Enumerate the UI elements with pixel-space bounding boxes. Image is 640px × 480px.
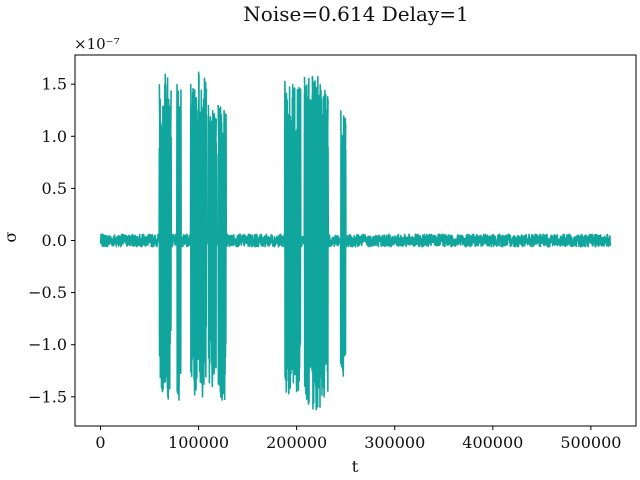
x-tick-label: 400000 [462, 433, 523, 452]
x-tick-label: 100000 [168, 433, 229, 452]
x-axis-label: t [352, 457, 359, 476]
signal-series-line [99, 71, 612, 411]
y-axis-ticks: −1.5 −1.0 −0.5 0.0 0.5 1.0 1.5 [28, 75, 75, 406]
y-axis-label: σ [1, 231, 20, 242]
y-tick-label: 0.5 [42, 179, 67, 198]
y-tick-label: 0.0 [42, 231, 67, 250]
x-tick-label: 500000 [560, 433, 621, 452]
x-axis-ticks: 0 100000 200000 300000 400000 500000 [95, 426, 621, 452]
x-tick-label: 300000 [364, 433, 425, 452]
y-tick-label: 1.0 [42, 127, 67, 146]
x-tick-label: 200000 [266, 433, 327, 452]
y-offset-label: ×10⁻⁷ [74, 35, 120, 53]
x-tick-label: 0 [95, 433, 105, 452]
y-tick-label: 1.5 [42, 75, 67, 94]
chart-title: Noise=0.614 Delay=1 [243, 2, 468, 26]
plot-area [99, 71, 612, 411]
y-tick-label: −1.0 [28, 335, 67, 354]
y-tick-label: −0.5 [28, 283, 67, 302]
y-tick-label: −1.5 [28, 387, 67, 406]
